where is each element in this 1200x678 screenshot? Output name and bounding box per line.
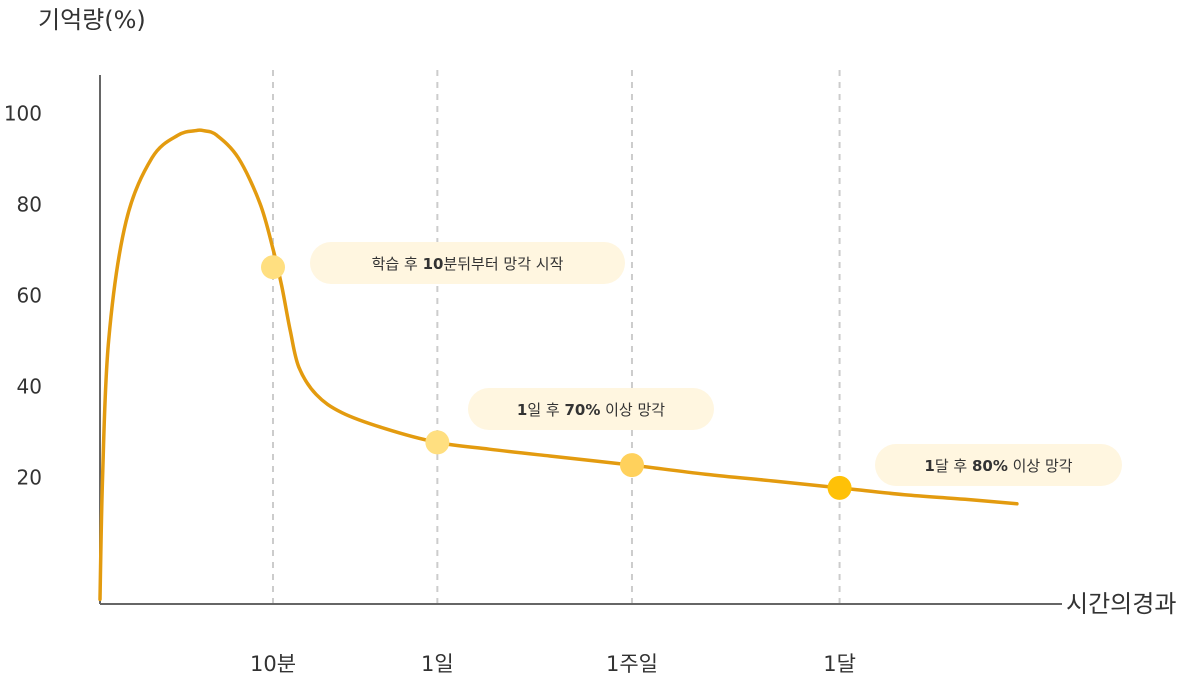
callout-text-part: 1 <box>924 457 934 475</box>
axes <box>99 75 1062 605</box>
callout-text-part: 학습 후 <box>372 255 423 273</box>
callout-text-part: 이상 망각 <box>600 401 665 419</box>
callout-text-part: 10 <box>423 255 444 273</box>
tick-label-layer: 기억량(%) 시간의경과 100 80 60 40 20 10분 1일 1주일 1달 <box>4 6 1177 676</box>
callout-text-part: 1 <box>517 401 527 419</box>
callout-text: 1일 후 70% 이상 망각 <box>517 401 665 419</box>
x-tick-label: 1주일 <box>606 652 658 676</box>
x-tick-label: 10분 <box>250 652 296 676</box>
callout-text-part: 달 후 <box>935 457 972 475</box>
y-tick-label: 40 <box>17 375 42 399</box>
grid-lines <box>272 70 841 604</box>
callout-text: 1달 후 80% 이상 망각 <box>924 457 1072 475</box>
x-axis-title: 시간의경과 <box>1066 590 1176 618</box>
x-tick-label: 1일 <box>421 652 454 676</box>
data-point <box>261 255 285 280</box>
callout-text-part: 70% <box>564 401 600 419</box>
data-point <box>827 475 852 500</box>
y-tick-label: 80 <box>17 193 42 217</box>
forgetting-curve-line <box>98 128 1019 602</box>
x-tick-label: 1달 <box>823 652 856 676</box>
callout-text-part: 분뒤부터 망각 시작 <box>443 255 563 273</box>
callout-text-part: 80% <box>972 457 1008 475</box>
callout-bubble <box>875 444 1122 486</box>
data-point <box>619 453 644 478</box>
y-tick-label: 60 <box>17 284 42 308</box>
data-point <box>425 430 450 455</box>
y-tick-label: 100 <box>4 102 42 126</box>
series-line-layer <box>98 128 1019 602</box>
callout-text-part: 이상 망각 <box>1008 457 1073 475</box>
data-point-layer <box>261 255 852 500</box>
y-axis-title: 기억량(%) <box>38 6 146 34</box>
y-tick-label: 20 <box>17 466 42 490</box>
callout-bubble <box>310 242 625 284</box>
callout-bubble <box>468 388 714 430</box>
callout-text: 학습 후 10분뒤부터 망각 시작 <box>372 255 564 273</box>
callout-text-part: 일 후 <box>527 401 564 419</box>
